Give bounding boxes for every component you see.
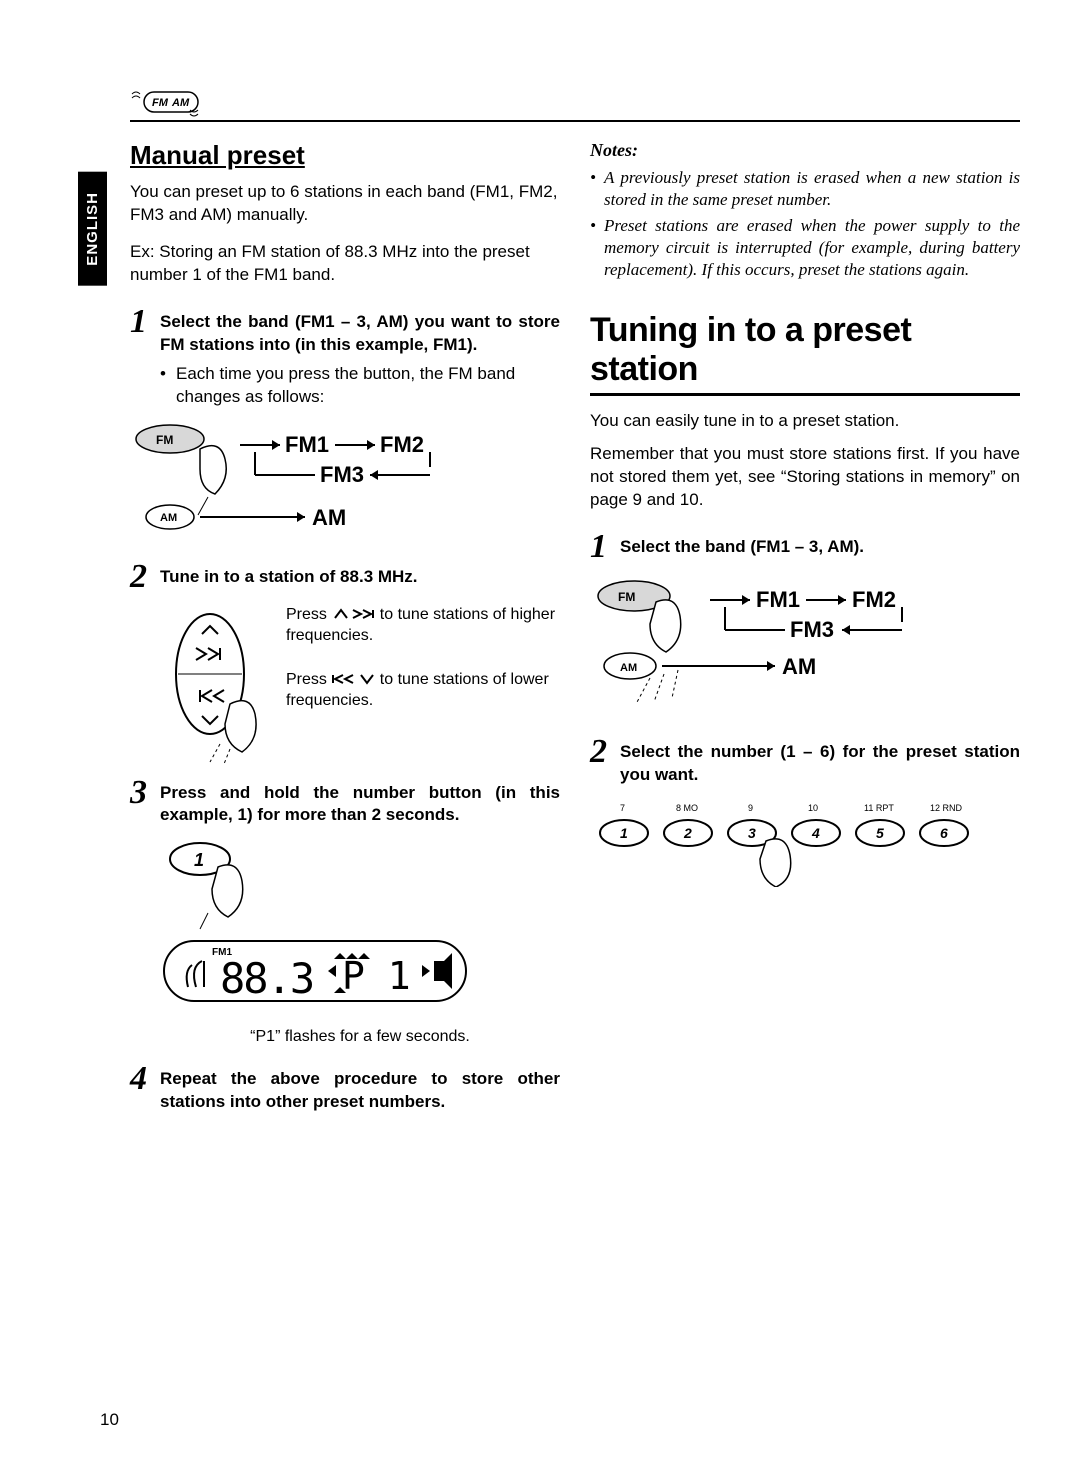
svg-text:FM3: FM3 [790,617,834,642]
svg-text:FM1: FM1 [285,432,329,457]
svg-text:P 1: P 1 [342,954,411,998]
manual-preset-heading: Manual preset [130,140,560,171]
step-1-title: Select the band (FM1 – 3, AM) you want t… [160,311,560,357]
svg-text:88.3: 88.3 [220,954,313,1003]
svg-text:1: 1 [194,850,204,870]
tune-up-text: Press to tune stations of higher frequen… [286,604,560,647]
step-number: 3 [130,776,160,828]
left-column: Manual preset You can preset up to 6 sta… [130,140,560,1404]
svg-text:AM: AM [171,97,190,109]
step-2: 2 Tune in to a station of 88.3 MHz. [130,560,560,594]
preset-1-and-display: 1 FM1 88.3 P 1 “P1” [160,837,560,1046]
svg-text:4: 4 [811,825,820,841]
manual-preset-example: Ex: Storing an FM station of 88.3 MHz in… [130,241,560,287]
up-next-icon [331,608,375,620]
fm-am-badge: FM AM [130,88,200,123]
svg-text:12 RND: 12 RND [930,803,963,813]
page-number: 10 [100,1410,119,1430]
tuning-heading: Tuning in to a preset station [590,311,1020,389]
step-4: 4 Repeat the above procedure to store ot… [130,1062,560,1114]
step-3-title: Press and hold the number button (in thi… [160,782,560,828]
svg-text:AM: AM [620,662,637,674]
language-tab: ENGLISH [78,172,107,286]
svg-text:3: 3 [748,825,756,841]
tuning-intro-2: Remember that you must store stations fi… [590,443,1020,512]
right-step-2: 2 Select the number (1 – 6) for the pres… [590,735,1020,787]
right-column: Notes: A previously preset station is er… [590,140,1020,1404]
svg-text:FM: FM [156,433,173,447]
svg-text:5: 5 [876,825,884,841]
svg-text:AM: AM [782,654,816,679]
svg-text:6: 6 [940,825,948,841]
notes-heading: Notes: [590,140,1020,161]
step-number: 4 [130,1062,160,1114]
header-rule [130,120,1020,122]
svg-text:FM: FM [618,590,635,604]
display-caption: “P1” flashes for a few seconds. [160,1028,560,1046]
tuning-intro-1: You can easily tune in to a preset stati… [590,410,1020,433]
svg-text:AM: AM [160,512,177,524]
right-step-1: 1 Select the band (FM1 – 3, AM). [590,530,1020,564]
svg-text:8 MO: 8 MO [676,803,698,813]
step-number: 1 [590,530,620,564]
svg-text:1: 1 [620,825,628,841]
svg-text:FM2: FM2 [380,432,424,457]
step-number: 2 [130,560,160,594]
svg-text:2: 2 [683,825,692,841]
step-4-title: Repeat the above procedure to store othe… [160,1068,560,1114]
step-1-bullet: Each time you press the button, the FM b… [160,363,560,409]
band-flow-diagram-right: FM AM FM1 FM2 FM3 [590,574,1020,719]
svg-text:AM: AM [312,505,346,530]
preset-buttons-figure: 7 8 MO 9 10 11 RPT 12 RND 1 2 3 4 5 6 [590,797,1020,892]
content-columns: Manual preset You can preset up to 6 sta… [130,140,1020,1404]
note-2: Preset stations are erased when the powe… [590,215,1020,281]
step-2-title: Tune in to a station of 88.3 MHz. [160,566,560,589]
manual-preset-intro: You can preset up to 6 stations in each … [130,181,560,227]
svg-text:FM1: FM1 [756,587,800,612]
note-1: A previously preset station is erased wh… [590,167,1020,211]
tune-controls: Press to tune stations of higher frequen… [170,604,560,764]
svg-text:FM2: FM2 [852,587,896,612]
svg-text:7: 7 [620,803,625,813]
band-flow-diagram-left: FM AM FM1 FM2 FM3 [130,419,560,544]
down-prev-icon [331,673,375,685]
step-number: 1 [130,305,160,409]
right-step-1-title: Select the band (FM1 – 3, AM). [620,536,1020,559]
step-3: 3 Press and hold the number button (in t… [130,776,560,828]
svg-text:FM3: FM3 [320,462,364,487]
svg-text:FM: FM [152,97,169,109]
svg-text:9: 9 [748,803,753,813]
tune-down-text: Press to tune stations of lower frequenc… [286,669,560,712]
step-number: 2 [590,735,620,787]
rocker-button-figure [170,604,270,764]
step-1: 1 Select the band (FM1 – 3, AM) you want… [130,305,560,409]
heading-rule [590,393,1020,396]
svg-text:10: 10 [808,803,818,813]
svg-text:11 RPT: 11 RPT [864,803,894,813]
right-step-2-title: Select the number (1 – 6) for the preset… [620,741,1020,787]
